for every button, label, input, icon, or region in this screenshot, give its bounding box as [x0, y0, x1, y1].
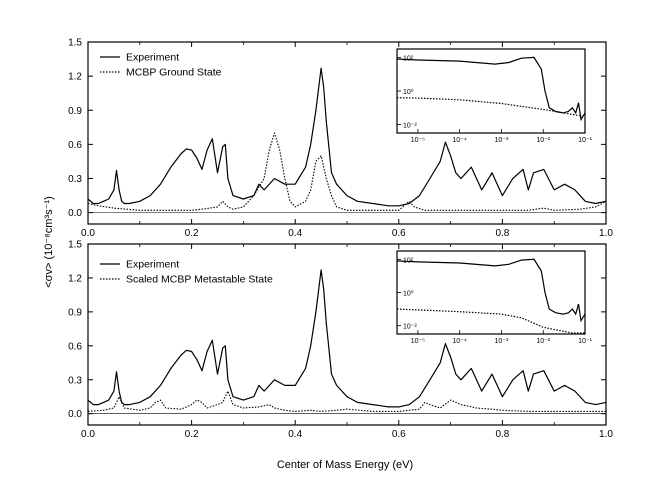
- y-tick-label: 0.3: [68, 375, 82, 386]
- x-tick-label: 0.2: [185, 228, 199, 239]
- inset-y-tick-label: 10⁰: [403, 88, 414, 96]
- series-line-theory: [87, 132, 607, 211]
- x-tick-label: 1.0: [599, 429, 613, 440]
- y-tick-label: 0.6: [68, 341, 82, 352]
- inset-x-tick-label: 10⁻¹: [578, 338, 592, 345]
- top-panel: 0.0 0.2 0.4 0.6 0.8 1.0 0.0 0.3 0.6 0.9 1.2 1.5 Expe…: [68, 38, 613, 240]
- inset-y-tick-label: 10²: [403, 257, 414, 264]
- y-tick-label: 0.0: [68, 409, 82, 420]
- inset-x-tick-label: 10⁻³: [495, 137, 509, 144]
- inset-x-tick-label: 10⁻²: [536, 338, 550, 345]
- y-tick-label: 1.2: [68, 72, 82, 83]
- legend-label: MCBP Ground State: [126, 67, 222, 79]
- y-tick-label: 1.5: [68, 240, 82, 251]
- y-tick-label: 0.9: [68, 106, 82, 117]
- y-tick-label: 0.3: [68, 174, 82, 185]
- inset-y-tick-label: 10⁻²: [403, 123, 417, 130]
- inset-x-tick-label: 10⁻⁵: [411, 137, 425, 144]
- inset-x-tick-label: 10⁻⁴: [452, 338, 467, 345]
- inset-x-tick-label: 10⁻⁵: [411, 338, 425, 345]
- y-tick-label: 0.6: [68, 140, 82, 151]
- inset-frame: [396, 48, 586, 134]
- inset-series-line: [396, 258, 586, 323]
- x-tick-label: 0.4: [288, 429, 302, 440]
- series-line-experiment: [87, 67, 607, 207]
- x-tick-label: 0.8: [495, 429, 509, 440]
- inset-series-line: [396, 97, 586, 118]
- legend-label: Scaled MCBP Metastable State: [126, 274, 273, 286]
- x-tick-label: 0.8: [495, 228, 509, 239]
- y-tick-label: 0.0: [68, 208, 82, 219]
- bottom-panel: 0.0 0.2 0.4 0.6 0.8 1.0 0.0 0.3 0.6 0.9 1.2 1.5 Expe…: [68, 240, 613, 441]
- y-axis-title: <σv> (10⁻⁸cm³s⁻¹): [43, 196, 55, 288]
- legend-label: Experiment: [126, 52, 179, 64]
- y-tick-label: 1.5: [68, 38, 82, 49]
- x-tick-label: 0.0: [81, 228, 95, 239]
- inset-x-tick-label: 10⁻⁴: [452, 137, 467, 144]
- y-tick-label: 0.9: [68, 307, 82, 318]
- x-tick-label: 0.6: [392, 228, 406, 239]
- legend-label: Experiment: [126, 259, 179, 271]
- inset-x-tick-label: 10⁻²: [536, 137, 550, 144]
- x-tick-label: 1.0: [599, 228, 613, 239]
- inset-x-tick-label: 10⁻¹: [578, 137, 592, 144]
- inset-x-tick-label: 10⁻³: [495, 338, 509, 345]
- inset-y-tick-label: 10²: [403, 55, 414, 62]
- inset-series-line: [396, 308, 585, 334]
- x-tick-label: 0.4: [288, 228, 302, 239]
- x-tick-label: 0.6: [392, 429, 406, 440]
- inset-y-tick-label: 10⁰: [403, 290, 414, 298]
- inset-series-line: [396, 56, 586, 122]
- x-tick-label: 0.0: [81, 429, 95, 440]
- y-tick-label: 1.2: [68, 273, 82, 284]
- x-axis-title: Center of Mass Energy (eV): [277, 459, 413, 471]
- x-tick-label: 0.2: [185, 429, 199, 440]
- series-line-theory: [87, 390, 606, 412]
- inset-frame: [396, 250, 586, 335]
- inset-y-tick-label: 10⁻²: [403, 324, 417, 331]
- series-line-experiment: [87, 269, 607, 408]
